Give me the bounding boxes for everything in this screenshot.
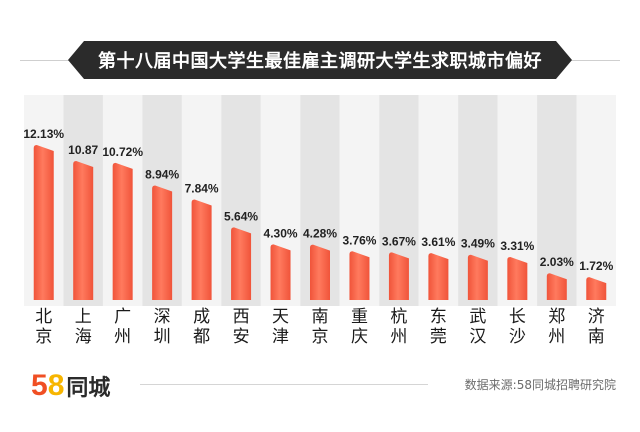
x-tick-label: 汉 bbox=[469, 327, 486, 347]
data-label: 8.94% bbox=[145, 167, 179, 181]
bar bbox=[270, 244, 291, 300]
x-tick-label: 北 bbox=[35, 307, 52, 327]
bar bbox=[231, 227, 252, 300]
x-tick-label: 杭 bbox=[390, 307, 407, 327]
x-tick-label: 南 bbox=[312, 307, 329, 327]
x-tick-label: 沙 bbox=[509, 327, 526, 347]
x-tick-label: 重 bbox=[351, 307, 368, 327]
logo-name: 同城 bbox=[66, 376, 111, 401]
column-band bbox=[537, 95, 577, 306]
bar bbox=[33, 145, 54, 300]
x-tick-label: 州 bbox=[548, 327, 565, 347]
bar bbox=[152, 185, 173, 300]
logo-digit-8: 8 bbox=[47, 369, 65, 402]
data-label: 12.13% bbox=[23, 127, 64, 141]
logo-digit-5: 5 bbox=[31, 369, 48, 402]
bar bbox=[428, 253, 449, 300]
x-tick-label: 莞 bbox=[430, 327, 447, 347]
data-label: 3.49% bbox=[461, 237, 495, 251]
bar bbox=[310, 244, 330, 300]
data-label: 4.30% bbox=[264, 226, 298, 240]
data-label: 10.72% bbox=[102, 145, 143, 159]
x-tick-label: 东 bbox=[430, 307, 447, 327]
data-label: 2.03% bbox=[540, 255, 574, 269]
chart-title: 第十八届中国大学生最佳雇主调研大学生求职城市偏好 bbox=[98, 51, 542, 72]
x-tick-label: 成 bbox=[193, 307, 210, 327]
logo: 5 8 同城 bbox=[31, 369, 111, 402]
x-tick-label: 京 bbox=[35, 327, 52, 347]
bar bbox=[73, 160, 94, 300]
x-tick-label: 深 bbox=[154, 307, 171, 327]
x-tick-label: 济 bbox=[588, 307, 605, 327]
data-label: 3.31% bbox=[500, 239, 534, 253]
bar bbox=[546, 273, 567, 300]
title-divider-left bbox=[20, 60, 70, 61]
x-tick-label: 西 bbox=[233, 307, 250, 327]
data-label: 5.64% bbox=[224, 209, 258, 223]
x-tick-label: 庆 bbox=[351, 327, 368, 347]
bar bbox=[467, 254, 488, 300]
bar bbox=[507, 256, 528, 300]
x-tick-label: 上 bbox=[75, 307, 92, 327]
data-label: 10.87 bbox=[68, 143, 98, 157]
x-tick-label: 天 bbox=[272, 307, 289, 327]
title-divider-right bbox=[570, 60, 620, 61]
chart-title-banner: 第十八届中国大学生最佳雇主调研大学生求职城市偏好 bbox=[68, 41, 572, 79]
data-label: 3.76% bbox=[342, 233, 376, 247]
bar bbox=[112, 162, 133, 300]
source-divider bbox=[140, 384, 428, 385]
column-band bbox=[576, 95, 616, 306]
x-tick-label: 安 bbox=[233, 327, 250, 347]
bar bbox=[349, 251, 370, 300]
source-note: 数据来源:58同城招聘研究院 bbox=[464, 378, 616, 392]
bar bbox=[191, 199, 212, 300]
x-tick-label: 南 bbox=[588, 327, 605, 347]
bar bbox=[388, 252, 409, 300]
x-tick-label: 津 bbox=[272, 327, 289, 347]
x-tick-label: 武 bbox=[469, 307, 486, 327]
bar bbox=[586, 277, 607, 300]
x-tick-label: 州 bbox=[114, 327, 131, 347]
x-tick-label: 郑 bbox=[548, 307, 565, 327]
x-tick-label: 都 bbox=[193, 327, 210, 347]
x-tick-label: 广 bbox=[114, 307, 131, 327]
data-label: 7.84% bbox=[185, 181, 219, 195]
data-label: 3.67% bbox=[382, 234, 416, 248]
data-label: 4.28% bbox=[303, 227, 337, 241]
data-label: 3.61% bbox=[421, 235, 455, 249]
x-tick-label: 长 bbox=[509, 307, 526, 327]
x-tick-label: 圳 bbox=[154, 327, 171, 347]
x-tick-label: 海 bbox=[75, 327, 92, 347]
x-tick-label: 州 bbox=[390, 327, 407, 347]
x-tick-label: 京 bbox=[312, 327, 329, 347]
data-label: 1.72% bbox=[579, 259, 613, 273]
